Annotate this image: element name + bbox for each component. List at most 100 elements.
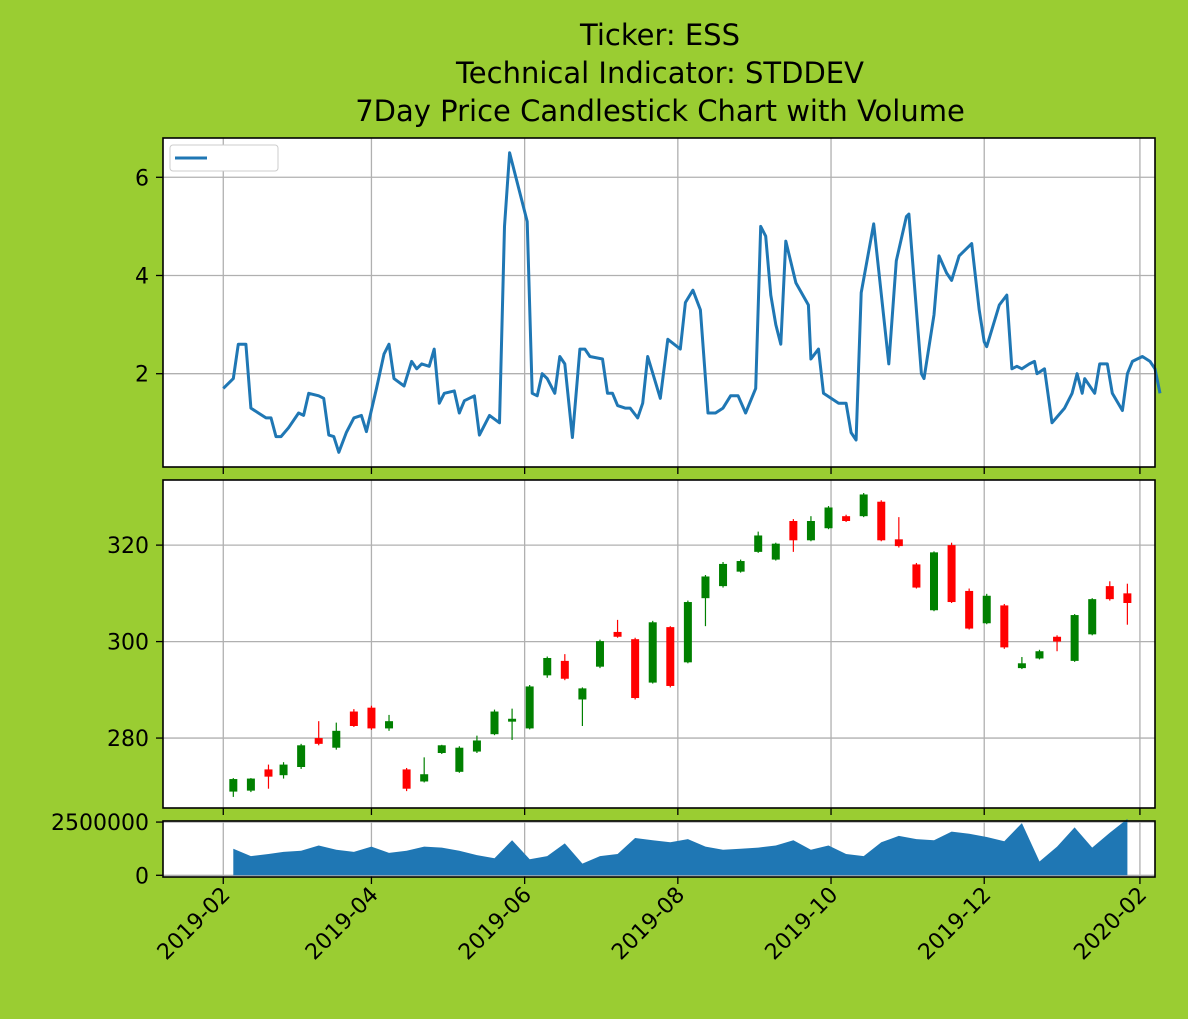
- candle: [789, 519, 798, 552]
- candle-body: [965, 590, 974, 629]
- candle-body: [297, 745, 306, 767]
- candle-body: [1088, 599, 1097, 635]
- candle-body: [402, 769, 411, 789]
- candle: [525, 685, 534, 730]
- candle: [894, 517, 903, 548]
- candle: [1105, 581, 1114, 601]
- candle-body: [385, 721, 394, 729]
- candle-body: [648, 622, 657, 683]
- candle-body: [929, 552, 938, 611]
- candle: [229, 778, 238, 797]
- candle: [1123, 583, 1132, 625]
- stddev-line: [222, 151, 1162, 454]
- x-tick-label: 2019-12: [914, 883, 997, 966]
- candle: [508, 708, 517, 740]
- candle: [578, 687, 587, 726]
- price-panel: 280 300 320: [107, 479, 1156, 809]
- candle-body: [349, 711, 358, 726]
- candle: [631, 637, 640, 700]
- candle-body: [508, 718, 517, 722]
- candle: [595, 639, 604, 669]
- candle: [859, 493, 868, 518]
- price-y-tick-label: 320: [107, 534, 149, 559]
- candle: [420, 757, 429, 783]
- candle-body: [1000, 605, 1009, 648]
- candle-body: [982, 595, 991, 624]
- chart-title-ticker: Ticker: ESS: [579, 18, 740, 52]
- indicator-y-tick-label: 4: [135, 264, 149, 289]
- candle-body: [543, 657, 552, 676]
- candle-body: [1105, 586, 1114, 600]
- candle: [701, 575, 710, 627]
- candle-body: [264, 769, 273, 777]
- candle-body: [279, 764, 288, 776]
- candle: [264, 764, 273, 789]
- candle: [385, 714, 394, 731]
- candle: [367, 705, 376, 730]
- candle: [929, 551, 938, 612]
- x-tick-label: 2019-04: [301, 883, 384, 966]
- candle-body: [666, 627, 675, 686]
- chart-title-description: 7Day Price Candlestick Chart with Volume: [355, 94, 965, 128]
- candle-body: [420, 774, 429, 782]
- price-y-tick-label: 280: [107, 727, 149, 752]
- candle: [297, 743, 306, 769]
- candle-body: [701, 576, 710, 599]
- x-tick-label: 2019-02: [153, 883, 236, 966]
- candle-body: [789, 521, 798, 541]
- candle: [402, 767, 411, 792]
- candle-body: [246, 778, 255, 791]
- candle-body: [578, 688, 587, 700]
- candle-body: [1035, 651, 1044, 659]
- indicator-y-tick-label: 2: [135, 363, 149, 388]
- indicator-frame: [162, 137, 1156, 468]
- candle-body: [806, 521, 815, 541]
- candle: [1070, 614, 1079, 662]
- candle: [824, 506, 833, 530]
- price-plot-area: [163, 480, 1155, 808]
- candle-body: [229, 779, 238, 792]
- candle: [806, 516, 815, 542]
- candle: [437, 744, 446, 754]
- candle-body: [472, 740, 481, 752]
- candle-body: [754, 535, 763, 552]
- candle-body: [631, 639, 640, 699]
- candle: [842, 514, 851, 522]
- volume-panel: 0 2500000: [51, 811, 1156, 889]
- candle-body: [332, 730, 341, 748]
- candle-body: [719, 563, 728, 587]
- x-tick-label: 2019-08: [607, 883, 690, 966]
- candle: [314, 721, 323, 746]
- candle-body: [912, 564, 921, 588]
- legend-box: [169, 144, 279, 172]
- candle: [490, 709, 499, 736]
- candle-body: [595, 641, 604, 667]
- candle-body: [560, 660, 569, 679]
- price-frame: [162, 479, 1156, 809]
- candle-body: [859, 494, 868, 517]
- candle: [719, 562, 728, 588]
- candle-body: [947, 545, 956, 603]
- candle-body: [842, 516, 851, 521]
- candle-body: [1123, 593, 1132, 603]
- candle: [560, 654, 569, 681]
- chart-title: Ticker: ESS Technical Indicator: STDDEV …: [355, 18, 965, 128]
- candle-body: [683, 602, 692, 663]
- candle: [472, 735, 481, 754]
- candle: [877, 500, 886, 542]
- x-tick-label: 2020-02: [1069, 883, 1152, 966]
- indicator-panel: 2 4 6: [135, 137, 1162, 468]
- x-tick-label: 2019-06: [454, 883, 537, 966]
- candle: [683, 600, 692, 664]
- candle: [1053, 635, 1062, 652]
- chart-title-indicator: Technical Indicator: STDDEV: [455, 56, 864, 90]
- candle: [1000, 603, 1009, 649]
- candle-body: [1017, 663, 1026, 669]
- candle-body: [877, 501, 886, 541]
- candle: [246, 778, 255, 793]
- candle-body: [894, 539, 903, 547]
- candle-body: [437, 745, 446, 754]
- candle: [771, 542, 780, 561]
- candle-body: [736, 561, 745, 572]
